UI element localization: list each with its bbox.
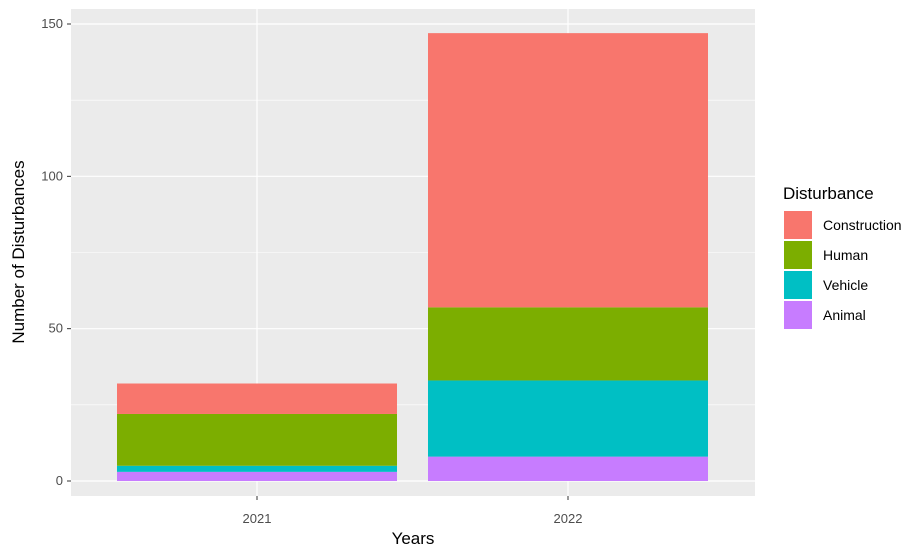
y-tick-label: 50 [49, 321, 63, 336]
bar-human-2022 [428, 307, 708, 381]
y-axis-title: Number of Disturbances [9, 160, 28, 343]
y-tick-label: 100 [41, 168, 63, 183]
y-tick-label: 0 [56, 473, 63, 488]
legend-key-human [784, 241, 812, 269]
x-tick-label: 2022 [554, 511, 583, 526]
bar-construction-2021 [117, 383, 397, 414]
bar-construction-2022 [428, 33, 708, 308]
legend-key-construction [784, 211, 812, 239]
bar-animal-2021 [117, 471, 397, 481]
y-tick-label: 150 [41, 16, 63, 31]
bar-vehicle-2022 [428, 380, 708, 457]
legend-label-human: Human [823, 247, 868, 263]
axes: 0 50 100 150 2021 2022 [41, 16, 582, 526]
legend-label-construction: Construction [823, 217, 902, 233]
bar-vehicle-2021 [117, 465, 397, 472]
bar-human-2021 [117, 413, 397, 466]
legend-items: Construction Human Vehicle Animal [784, 211, 902, 329]
legend-key-vehicle [784, 271, 812, 299]
legend-label-animal: Animal [823, 307, 866, 323]
legend: Disturbance Construction Human Vehicle Anim… [783, 184, 902, 329]
legend-title: Disturbance [783, 184, 874, 203]
bar-animal-2022 [428, 456, 708, 481]
legend-key-animal [784, 301, 812, 329]
x-axis-title: Years [392, 529, 435, 545]
x-tick-label: 2021 [243, 511, 272, 526]
legend-label-vehicle: Vehicle [823, 277, 868, 293]
bars [117, 33, 708, 481]
